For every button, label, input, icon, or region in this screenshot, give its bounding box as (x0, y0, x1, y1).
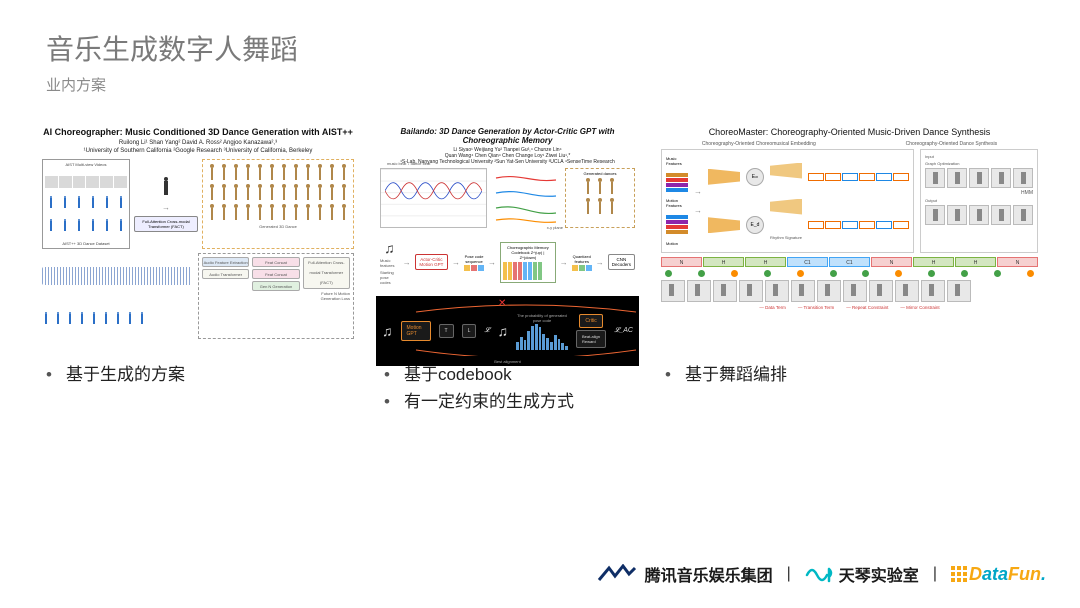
embedding-box: Music Features Motion Features Motion → … (661, 149, 914, 253)
paper2-title: Bailando: 3D Dance Generation by Actor-C… (376, 125, 639, 145)
footer-logos: 腾讯音乐娱乐集团 | 天琴实验室 | DataFun. (597, 562, 1046, 586)
waveform-icon (42, 267, 192, 285)
lyra-mark-icon (805, 563, 833, 585)
logo-lyra: 天琴实验室 (805, 562, 919, 586)
figure-bailando: Bailando: 3D Dance Generation by Actor-C… (376, 125, 639, 335)
human-icon (160, 177, 172, 199)
flow-lines: x-y plane (491, 168, 561, 228)
separator: | (933, 565, 937, 583)
paper3-title: ChoreoMaster: Choreography-Oriented Musi… (657, 125, 1042, 137)
encoder-icon (708, 169, 740, 185)
bullets-1: 基于生成的方案 (38, 361, 358, 388)
generated-dances-box: Generated dances (565, 168, 635, 228)
figure-choreomaster: ChoreoMaster: Choreography-Oriented Musi… (657, 125, 1042, 335)
column-3: ChoreoMaster: Choreography-Oriented Musi… (657, 125, 1042, 415)
cross-icon: ✕ (498, 298, 506, 309)
actor-critic-panel: ♫ Motion GPT T L 𝓛 ♫ The probability of … (376, 296, 639, 366)
slide-title: 音乐生成数字人舞蹈 (46, 28, 1080, 68)
feedback-arc-icon (406, 304, 646, 356)
dots-icon (951, 566, 967, 582)
generated-dance-box: Generated 3D Dance (202, 159, 354, 249)
cnn-block: CNN Decoders (608, 254, 635, 270)
column-2: Bailando: 3D Dance Generation by Actor-C… (376, 125, 639, 415)
legend: Data Term Transition Term Repeat Constra… (661, 305, 1038, 310)
paper1-title: AI Choreographer: Music Conditioned 3D D… (38, 125, 358, 137)
bullet: 有一定约束的生成方式 (384, 388, 639, 415)
beat-plot: music beat ↓ dance beat (380, 168, 487, 228)
beat-circles (661, 270, 1038, 277)
codebook-block: Choreographic Memory Codebook Z^(up) | Z… (500, 242, 556, 283)
figure-ai-choreographer: AI Choreographer: Music Conditioned 3D D… (38, 125, 358, 335)
pose-thumbnails (661, 280, 1038, 302)
decoder-icon (770, 163, 802, 179)
music-note-icon: ♫ (384, 240, 395, 256)
dataset-box: AIST Multi-view Videos AIST++ 3D Dance D… (42, 159, 130, 249)
logo-datafun: DataFun. (951, 564, 1046, 585)
logo-tme: 腾讯音乐娱乐集团 (597, 562, 773, 586)
architecture-box: Audio Feature Extraction Audio Transform… (198, 253, 354, 339)
content-row: AI Choreographer: Music Conditioned 3D D… (0, 95, 1080, 415)
separator: | (787, 565, 791, 583)
bullet: 基于生成的方案 (46, 361, 358, 388)
gpt-block: Actor-Critic Motion GPT (415, 254, 448, 270)
encoder-icon (708, 217, 740, 233)
paper1-authors: Ruilong Li¹ Shan Yang² David A. Ross² An… (38, 140, 358, 155)
music-note-icon: ♫ (382, 323, 393, 339)
structure-segments: NHHC1C1NHHN (661, 257, 1038, 267)
bullets-2: 基于codebook 有一定约束的生成方式 (376, 361, 639, 415)
synthesis-box: Input Graph Optimization HMM Output (920, 149, 1038, 253)
column-1: AI Choreographer: Music Conditioned 3D D… (38, 125, 358, 415)
model-box: → Full-Attention Cross-modal Transformer… (134, 159, 198, 249)
sine-wave-icon (385, 173, 482, 209)
decoder-icon (770, 199, 802, 215)
slide-subtitle: 业内方案 (46, 74, 1080, 95)
bullets-3: 基于舞蹈编排 (657, 361, 1042, 388)
tme-mark-icon (597, 564, 637, 584)
slide-header: 音乐生成数字人舞蹈 业内方案 (0, 0, 1080, 95)
bullet: 基于舞蹈编排 (665, 361, 1042, 388)
